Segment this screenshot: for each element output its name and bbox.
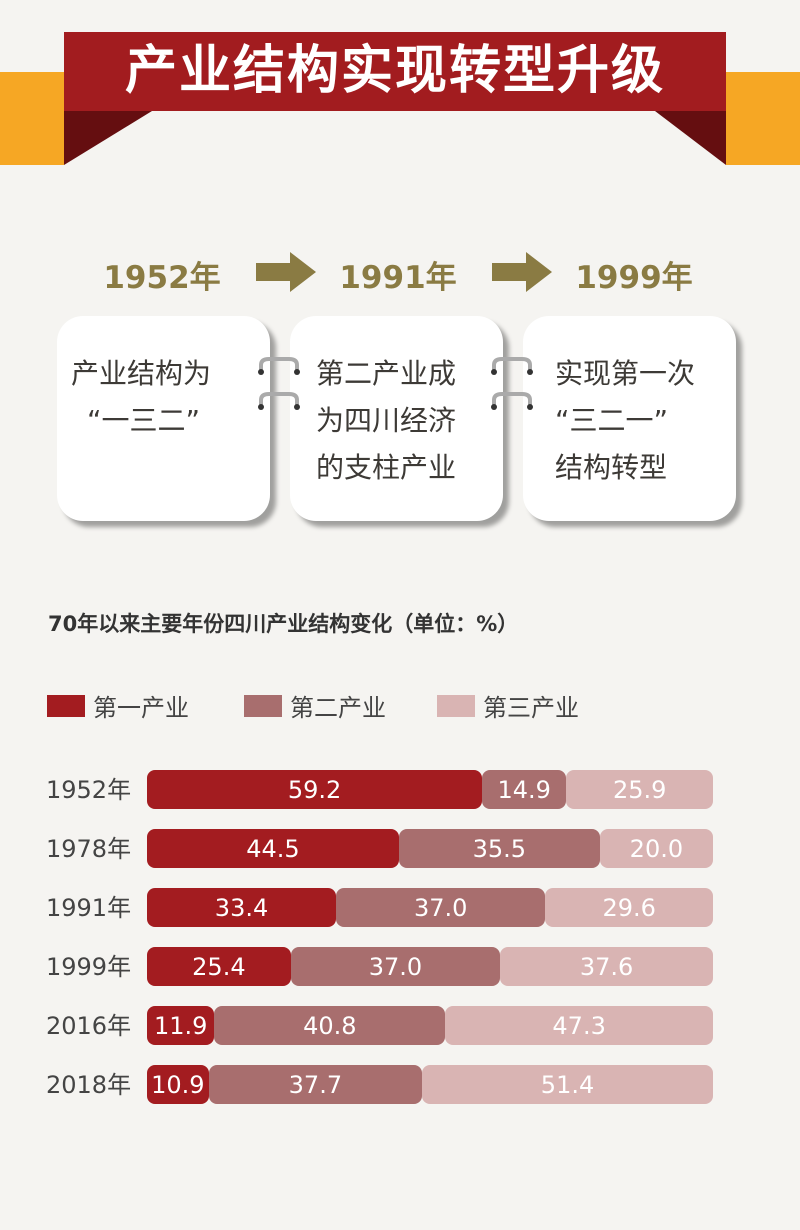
- bar-segment: 47.3: [445, 1006, 713, 1045]
- bar-segment: 14.9: [482, 770, 567, 809]
- legend-swatch: [47, 694, 85, 717]
- timeline-year: 1999年: [575, 260, 693, 296]
- binder-ring-icon: [491, 357, 533, 375]
- category-label: 1978年: [46, 835, 132, 863]
- bar-segment: 51.4: [422, 1065, 713, 1104]
- binder-ring-icon: [491, 392, 533, 410]
- category-label: 1952年: [46, 776, 132, 804]
- bar-segment: 40.8: [214, 1006, 446, 1045]
- bar-segment: 10.9: [147, 1065, 209, 1104]
- legend-item: 第二产业: [244, 688, 386, 723]
- ribbon-fold-left: [64, 111, 152, 165]
- card-line: “三二一”: [555, 404, 669, 437]
- arrow-right-icon: [492, 252, 552, 292]
- timeline-card: 实现第一次 “三二一” 结构转型: [523, 316, 736, 521]
- card-line: 为四川经济: [316, 404, 457, 437]
- ribbon-left: [0, 72, 64, 165]
- card-line: 结构转型: [555, 451, 668, 484]
- card-line: 产业结构为: [71, 357, 212, 390]
- bar-segment: 37.7: [208, 1065, 423, 1104]
- category-label: 1999年: [46, 953, 132, 981]
- binder-ring-icon: [258, 392, 300, 410]
- arrow-right-icon: [256, 252, 316, 292]
- bar-segment: 35.5: [398, 829, 600, 868]
- bar-segment: 37.0: [290, 947, 501, 986]
- bar-segment: 44.5: [147, 829, 399, 868]
- bar-segment: 37.0: [336, 888, 546, 927]
- timeline-card: 第二产业成 为四川经济 的支柱产业: [290, 316, 503, 521]
- card-line: 第二产业成: [316, 357, 457, 390]
- legend-swatch: [437, 694, 475, 717]
- ribbon-right: [726, 72, 800, 165]
- legend-swatch: [244, 694, 282, 717]
- banner-title: 产业结构实现转型升级: [64, 32, 726, 111]
- card-line: “一三二”: [87, 404, 201, 437]
- timeline-card: 产业结构为 “一三二”: [57, 316, 270, 521]
- bar-segment: 33.4: [147, 888, 337, 927]
- bar-segment: 25.9: [566, 770, 713, 809]
- category-label: 2018年: [46, 1071, 132, 1099]
- legend-item: 第三产业: [437, 688, 579, 723]
- category-label: 2016年: [46, 1012, 132, 1040]
- bar-segment: 11.9: [147, 1006, 215, 1045]
- bar-segment: 59.2: [147, 770, 483, 809]
- bar-segment: 37.6: [500, 947, 713, 986]
- bar-segment: 20.0: [599, 829, 713, 868]
- category-label: 1991年: [46, 894, 132, 922]
- card-line: 实现第一次: [555, 357, 696, 390]
- bar-segment: 29.6: [545, 888, 713, 927]
- legend-label: 第一产业: [93, 694, 189, 722]
- timeline-year: 1991年: [339, 260, 457, 296]
- bar-segment: 25.4: [147, 947, 291, 986]
- legend-label: 第三产业: [483, 694, 579, 722]
- timeline-year: 1952年: [103, 260, 221, 296]
- legend-item: 第一产业: [47, 688, 189, 723]
- binder-ring-icon: [258, 357, 300, 375]
- legend-label: 第二产业: [290, 694, 386, 722]
- card-line: 的支柱产业: [316, 451, 457, 484]
- chart-title: 70年以来主要年份四川产业结构变化（单位：%）: [48, 612, 519, 636]
- ribbon-fold-right: [655, 111, 726, 165]
